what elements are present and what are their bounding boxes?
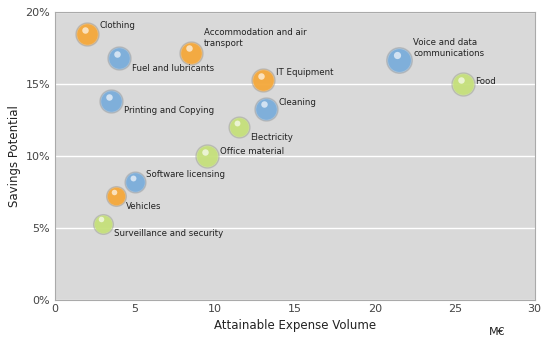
Point xyxy=(262,106,271,111)
Point xyxy=(81,27,90,32)
Text: Surveillance and security: Surveillance and security xyxy=(114,229,223,238)
Point xyxy=(107,99,116,104)
Point xyxy=(394,57,403,63)
Text: Printing and Copying: Printing and Copying xyxy=(124,105,214,115)
Text: M€: M€ xyxy=(490,327,506,337)
Point xyxy=(257,73,266,78)
Point xyxy=(233,120,241,126)
Text: Fuel and lubricants: Fuel and lubricants xyxy=(132,64,214,73)
Point xyxy=(131,179,140,185)
Point xyxy=(131,179,140,185)
Point xyxy=(185,46,194,51)
Point xyxy=(202,153,211,159)
Point xyxy=(234,124,243,130)
Point xyxy=(98,221,107,226)
Text: Clothing: Clothing xyxy=(100,21,136,30)
X-axis label: Attainable Expense Volume: Attainable Expense Volume xyxy=(214,319,376,332)
Point xyxy=(186,50,195,55)
Text: Accommodation and air
transport: Accommodation and air transport xyxy=(204,28,306,48)
Point xyxy=(394,57,403,63)
Point xyxy=(109,189,118,194)
Text: Software licensing: Software licensing xyxy=(146,170,226,179)
Point xyxy=(458,82,467,87)
Point xyxy=(112,193,120,199)
Point xyxy=(82,31,91,37)
Point xyxy=(107,99,116,104)
Point xyxy=(186,50,195,55)
Point xyxy=(258,77,267,83)
Text: IT Equipment: IT Equipment xyxy=(276,68,333,77)
Point xyxy=(234,124,243,130)
Point xyxy=(113,51,122,57)
Point xyxy=(458,82,467,87)
Point xyxy=(262,106,271,111)
Point xyxy=(97,217,106,222)
Text: Voice and data
communications: Voice and data communications xyxy=(413,38,485,58)
Text: Cleaning: Cleaning xyxy=(279,98,317,107)
Point xyxy=(258,77,267,83)
Point xyxy=(114,55,123,61)
Point xyxy=(202,153,211,159)
Point xyxy=(112,193,120,199)
Point xyxy=(129,175,138,180)
Point xyxy=(82,31,91,37)
Text: Food: Food xyxy=(476,77,496,86)
Text: Office material: Office material xyxy=(220,147,284,156)
Point xyxy=(393,53,402,58)
Text: Electricity: Electricity xyxy=(250,133,293,142)
Text: Vehicles: Vehicles xyxy=(125,202,161,211)
Point xyxy=(114,55,123,61)
Point xyxy=(456,77,465,83)
Point xyxy=(201,149,210,154)
Y-axis label: Savings Potential: Savings Potential xyxy=(8,105,21,207)
Point xyxy=(98,221,107,226)
Point xyxy=(260,102,268,107)
Point xyxy=(104,95,113,100)
